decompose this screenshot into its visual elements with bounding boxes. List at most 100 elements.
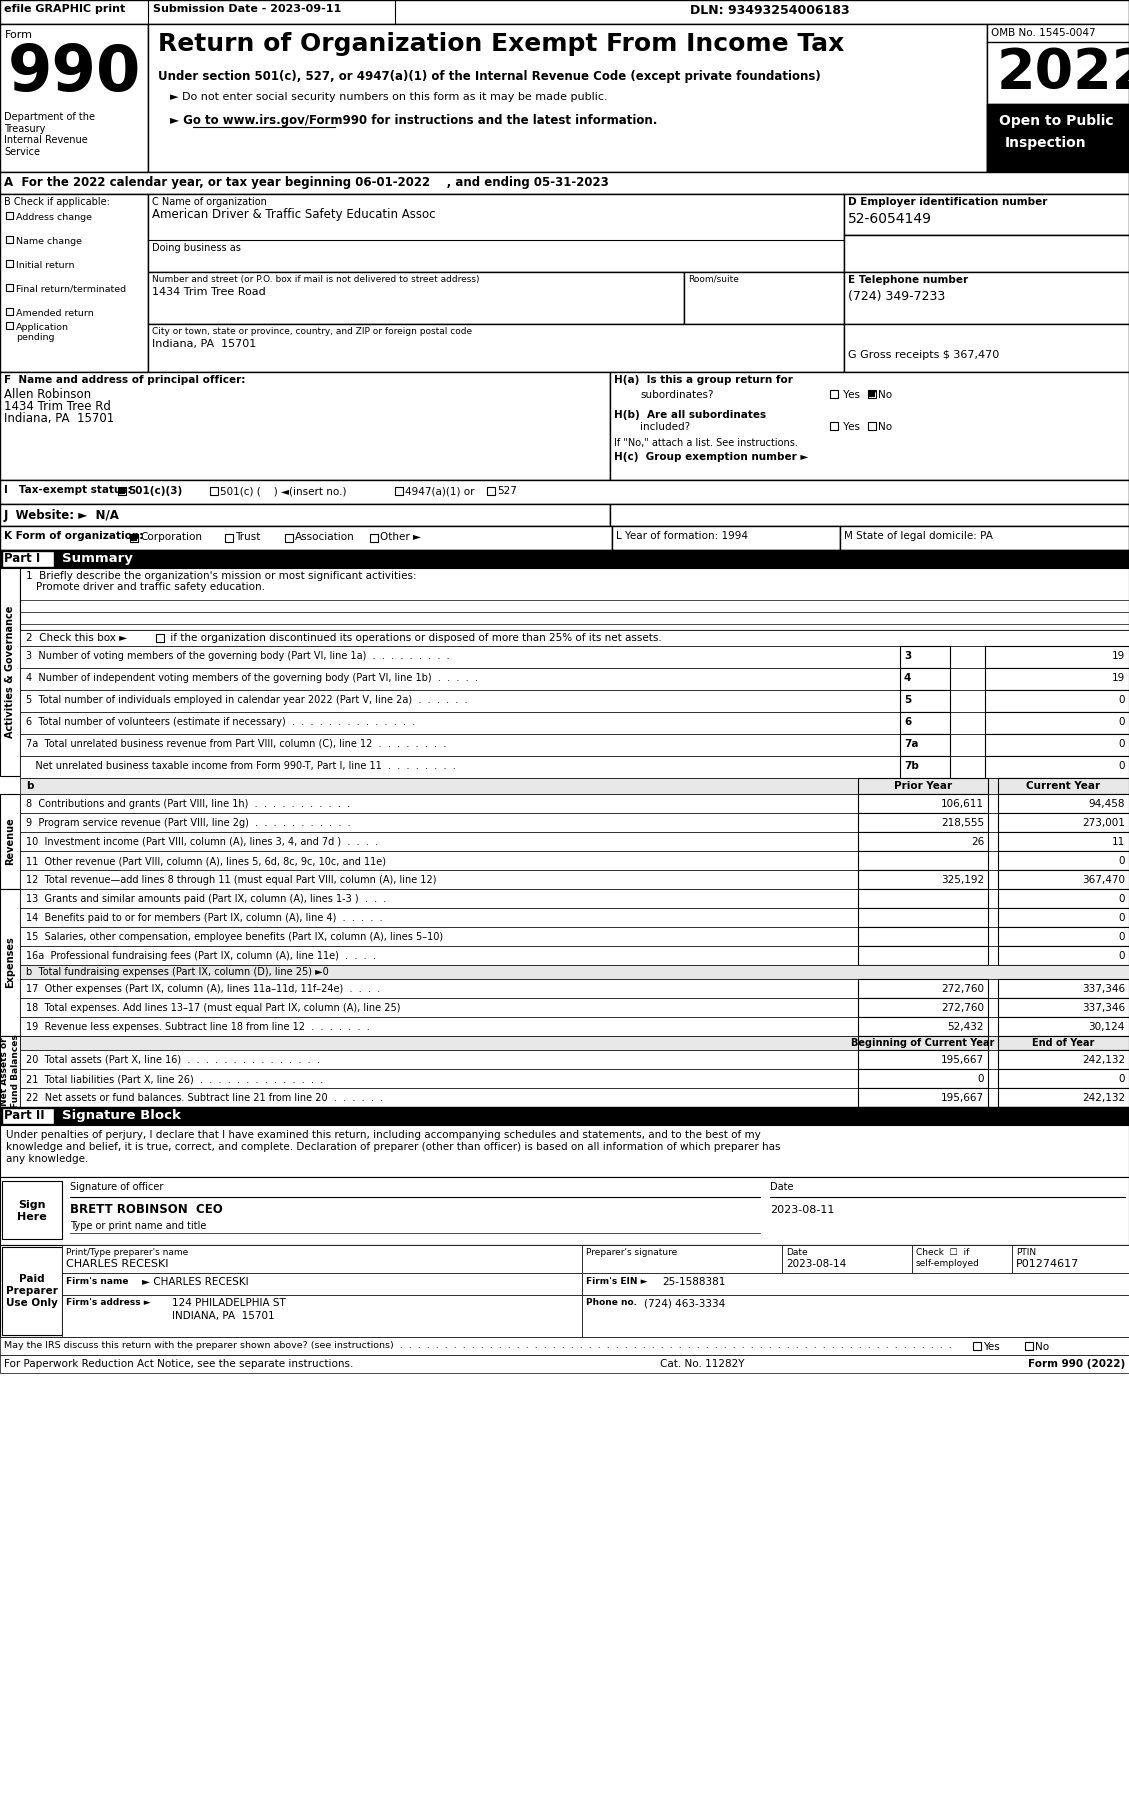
Bar: [0, 1107, 1129, 1125]
Bar: [900, 735, 949, 756]
Text: Preparer's signature: Preparer's signature: [586, 1248, 677, 1257]
Text: 325,192: 325,192: [940, 874, 984, 885]
Text: CHARLES RECESKI: CHARLES RECESKI: [65, 1259, 168, 1270]
Text: any knowledge.: any knowledge.: [6, 1154, 88, 1165]
Bar: [998, 998, 1129, 1018]
Bar: [998, 889, 1129, 909]
Bar: [998, 813, 1129, 833]
Text: 25-1588381: 25-1588381: [662, 1277, 725, 1286]
Text: 337,346: 337,346: [1082, 983, 1124, 994]
Bar: [987, 24, 1129, 172]
Text: 367,470: 367,470: [1082, 874, 1124, 885]
Bar: [858, 889, 988, 909]
Bar: [0, 1337, 1129, 1355]
Bar: [583, 1273, 1129, 1295]
Text: Part I: Part I: [5, 551, 41, 564]
Text: No: No: [878, 423, 892, 432]
Text: Current Year: Current Year: [1026, 782, 1101, 791]
Text: Number and street (or P.O. box if mail is not delivered to street address): Number and street (or P.O. box if mail i…: [152, 276, 480, 285]
Bar: [20, 871, 1129, 889]
Text: OMB No. 1545-0047: OMB No. 1545-0047: [991, 27, 1095, 38]
Text: ► Do not enter social security numbers on this form as it may be made public.: ► Do not enter social security numbers o…: [170, 93, 607, 102]
Text: M State of legal domicile: PA: M State of legal domicile: PA: [844, 532, 992, 541]
Bar: [148, 24, 987, 172]
Bar: [6, 212, 14, 219]
Text: Return of Organization Exempt From Income Tax: Return of Organization Exempt From Incom…: [158, 33, 844, 56]
Bar: [858, 851, 988, 871]
Text: Summary: Summary: [62, 551, 133, 564]
Bar: [858, 1088, 988, 1107]
Text: 8  Contributions and grants (Part VIII, line 1h)  .  .  .  .  .  .  .  .  .  .  : 8 Contributions and grants (Part VIII, l…: [26, 798, 350, 809]
Text: 52-6054149: 52-6054149: [848, 212, 933, 227]
Text: Promote driver and traffic safety education.: Promote driver and traffic safety educat…: [36, 582, 265, 591]
Bar: [148, 325, 844, 372]
Text: 501(c) (    ) ◄(insert no.): 501(c) ( ) ◄(insert no.): [220, 486, 347, 495]
Text: Initial return: Initial return: [16, 261, 75, 270]
Text: 26: 26: [971, 836, 984, 847]
Bar: [610, 372, 1129, 481]
Text: 0: 0: [1119, 717, 1124, 727]
Text: 1434 Trim Tree Road: 1434 Trim Tree Road: [152, 287, 265, 297]
Bar: [858, 980, 988, 998]
Text: G Gross receipts $ 367,470: G Gross receipts $ 367,470: [848, 350, 999, 359]
Text: 19  Revenue less expenses. Subtract line 18 from line 12  .  .  .  .  .  .  .: 19 Revenue less expenses. Subtract line …: [26, 1021, 370, 1032]
Text: 11: 11: [1112, 836, 1124, 847]
Text: b: b: [26, 782, 34, 791]
Text: self-employed: self-employed: [916, 1259, 980, 1268]
Text: Signature of officer: Signature of officer: [70, 1183, 164, 1192]
Text: 7b: 7b: [904, 762, 919, 771]
Text: 195,667: 195,667: [940, 1056, 984, 1065]
Text: I   Tax-exempt status:: I Tax-exempt status:: [5, 484, 132, 495]
Text: 2022: 2022: [997, 45, 1129, 100]
Bar: [858, 1018, 988, 1036]
Text: 2023-08-11: 2023-08-11: [770, 1204, 834, 1215]
Bar: [998, 851, 1129, 871]
Bar: [20, 945, 1129, 965]
Text: 5  Total number of individuals employed in calendar year 2022 (Part V, line 2a) : 5 Total number of individuals employed i…: [26, 695, 467, 706]
Text: Date: Date: [770, 1183, 794, 1192]
Bar: [20, 756, 1129, 778]
Text: b  Total fundraising expenses (Part IX, column (D), line 25) ►0: b Total fundraising expenses (Part IX, c…: [26, 967, 329, 978]
Text: F  Name and address of principal officer:: F Name and address of principal officer:: [5, 375, 245, 385]
Bar: [858, 813, 988, 833]
Text: Yes: Yes: [840, 423, 860, 432]
Bar: [1025, 1342, 1033, 1350]
Text: L Year of formation: 1994: L Year of formation: 1994: [616, 532, 749, 541]
Text: 0: 0: [1119, 894, 1124, 903]
Bar: [0, 889, 20, 1036]
Bar: [0, 1125, 1129, 1177]
Text: INDIANA, PA  15701: INDIANA, PA 15701: [172, 1312, 274, 1321]
Bar: [20, 1088, 1129, 1107]
Bar: [6, 323, 14, 328]
Bar: [998, 871, 1129, 889]
Text: 9  Program service revenue (Part VIII, line 2g)  .  .  .  .  .  .  .  .  .  .  .: 9 Program service revenue (Part VIII, li…: [26, 818, 351, 827]
Bar: [62, 1295, 583, 1337]
Bar: [583, 1295, 1129, 1337]
Bar: [20, 778, 1129, 795]
Bar: [20, 668, 1129, 689]
Bar: [20, 568, 1129, 629]
Text: 195,667: 195,667: [940, 1094, 984, 1103]
Text: 22  Net assets or fund balances. Subtract line 21 from line 20  .  .  .  .  .  .: 22 Net assets or fund balances. Subtract…: [26, 1094, 383, 1103]
Text: 19: 19: [1112, 651, 1124, 660]
Text: 337,346: 337,346: [1082, 1003, 1124, 1012]
Text: Check  ☐  if: Check ☐ if: [916, 1248, 970, 1257]
Bar: [148, 272, 684, 325]
Text: 0: 0: [1119, 1074, 1124, 1085]
Text: 501(c)(3): 501(c)(3): [128, 486, 182, 495]
Text: 3  Number of voting members of the governing body (Part VI, line 1a)  .  .  .  .: 3 Number of voting members of the govern…: [26, 651, 449, 660]
Bar: [210, 486, 218, 495]
Text: K Form of organization:: K Form of organization:: [5, 532, 143, 541]
Text: Form 990 (2022): Form 990 (2022): [1027, 1359, 1124, 1370]
Bar: [998, 980, 1129, 998]
Text: 94,458: 94,458: [1088, 798, 1124, 809]
Text: Yes: Yes: [983, 1342, 1000, 1351]
Bar: [20, 965, 1129, 980]
Text: Trust: Trust: [235, 532, 261, 542]
Text: American Driver & Traffic Safety Educatin Assoc: American Driver & Traffic Safety Educati…: [152, 209, 436, 221]
Bar: [610, 504, 1129, 526]
Bar: [0, 1355, 1129, 1373]
Bar: [900, 646, 949, 668]
Bar: [487, 486, 495, 495]
Text: 106,611: 106,611: [940, 798, 984, 809]
